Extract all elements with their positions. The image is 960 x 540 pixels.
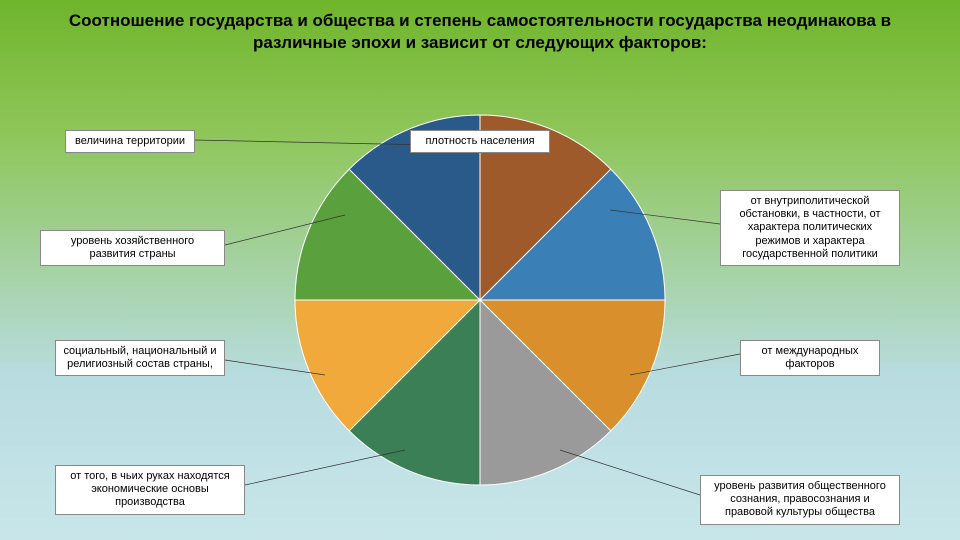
- factor-label-0: плотность населения: [410, 130, 550, 153]
- slide: Соотношение государства и общества и сте…: [0, 0, 960, 540]
- factor-label-3: уровень развития общественного сознания,…: [700, 475, 900, 525]
- factor-label-1: от внутриполитической обстановки, в част…: [720, 190, 900, 266]
- factor-label-5: социальный, национальный и религиозный с…: [55, 340, 225, 376]
- factor-label-2: от международных факторов: [740, 340, 880, 376]
- factor-label-6: уровень хозяйственного развития страны: [40, 230, 225, 266]
- factor-label-7: величина территории: [65, 130, 195, 153]
- pie-chart: [285, 105, 675, 495]
- page-title: Соотношение государства и общества и сте…: [0, 0, 960, 54]
- factor-label-4: от того, в чьих руках находятся экономич…: [55, 465, 245, 515]
